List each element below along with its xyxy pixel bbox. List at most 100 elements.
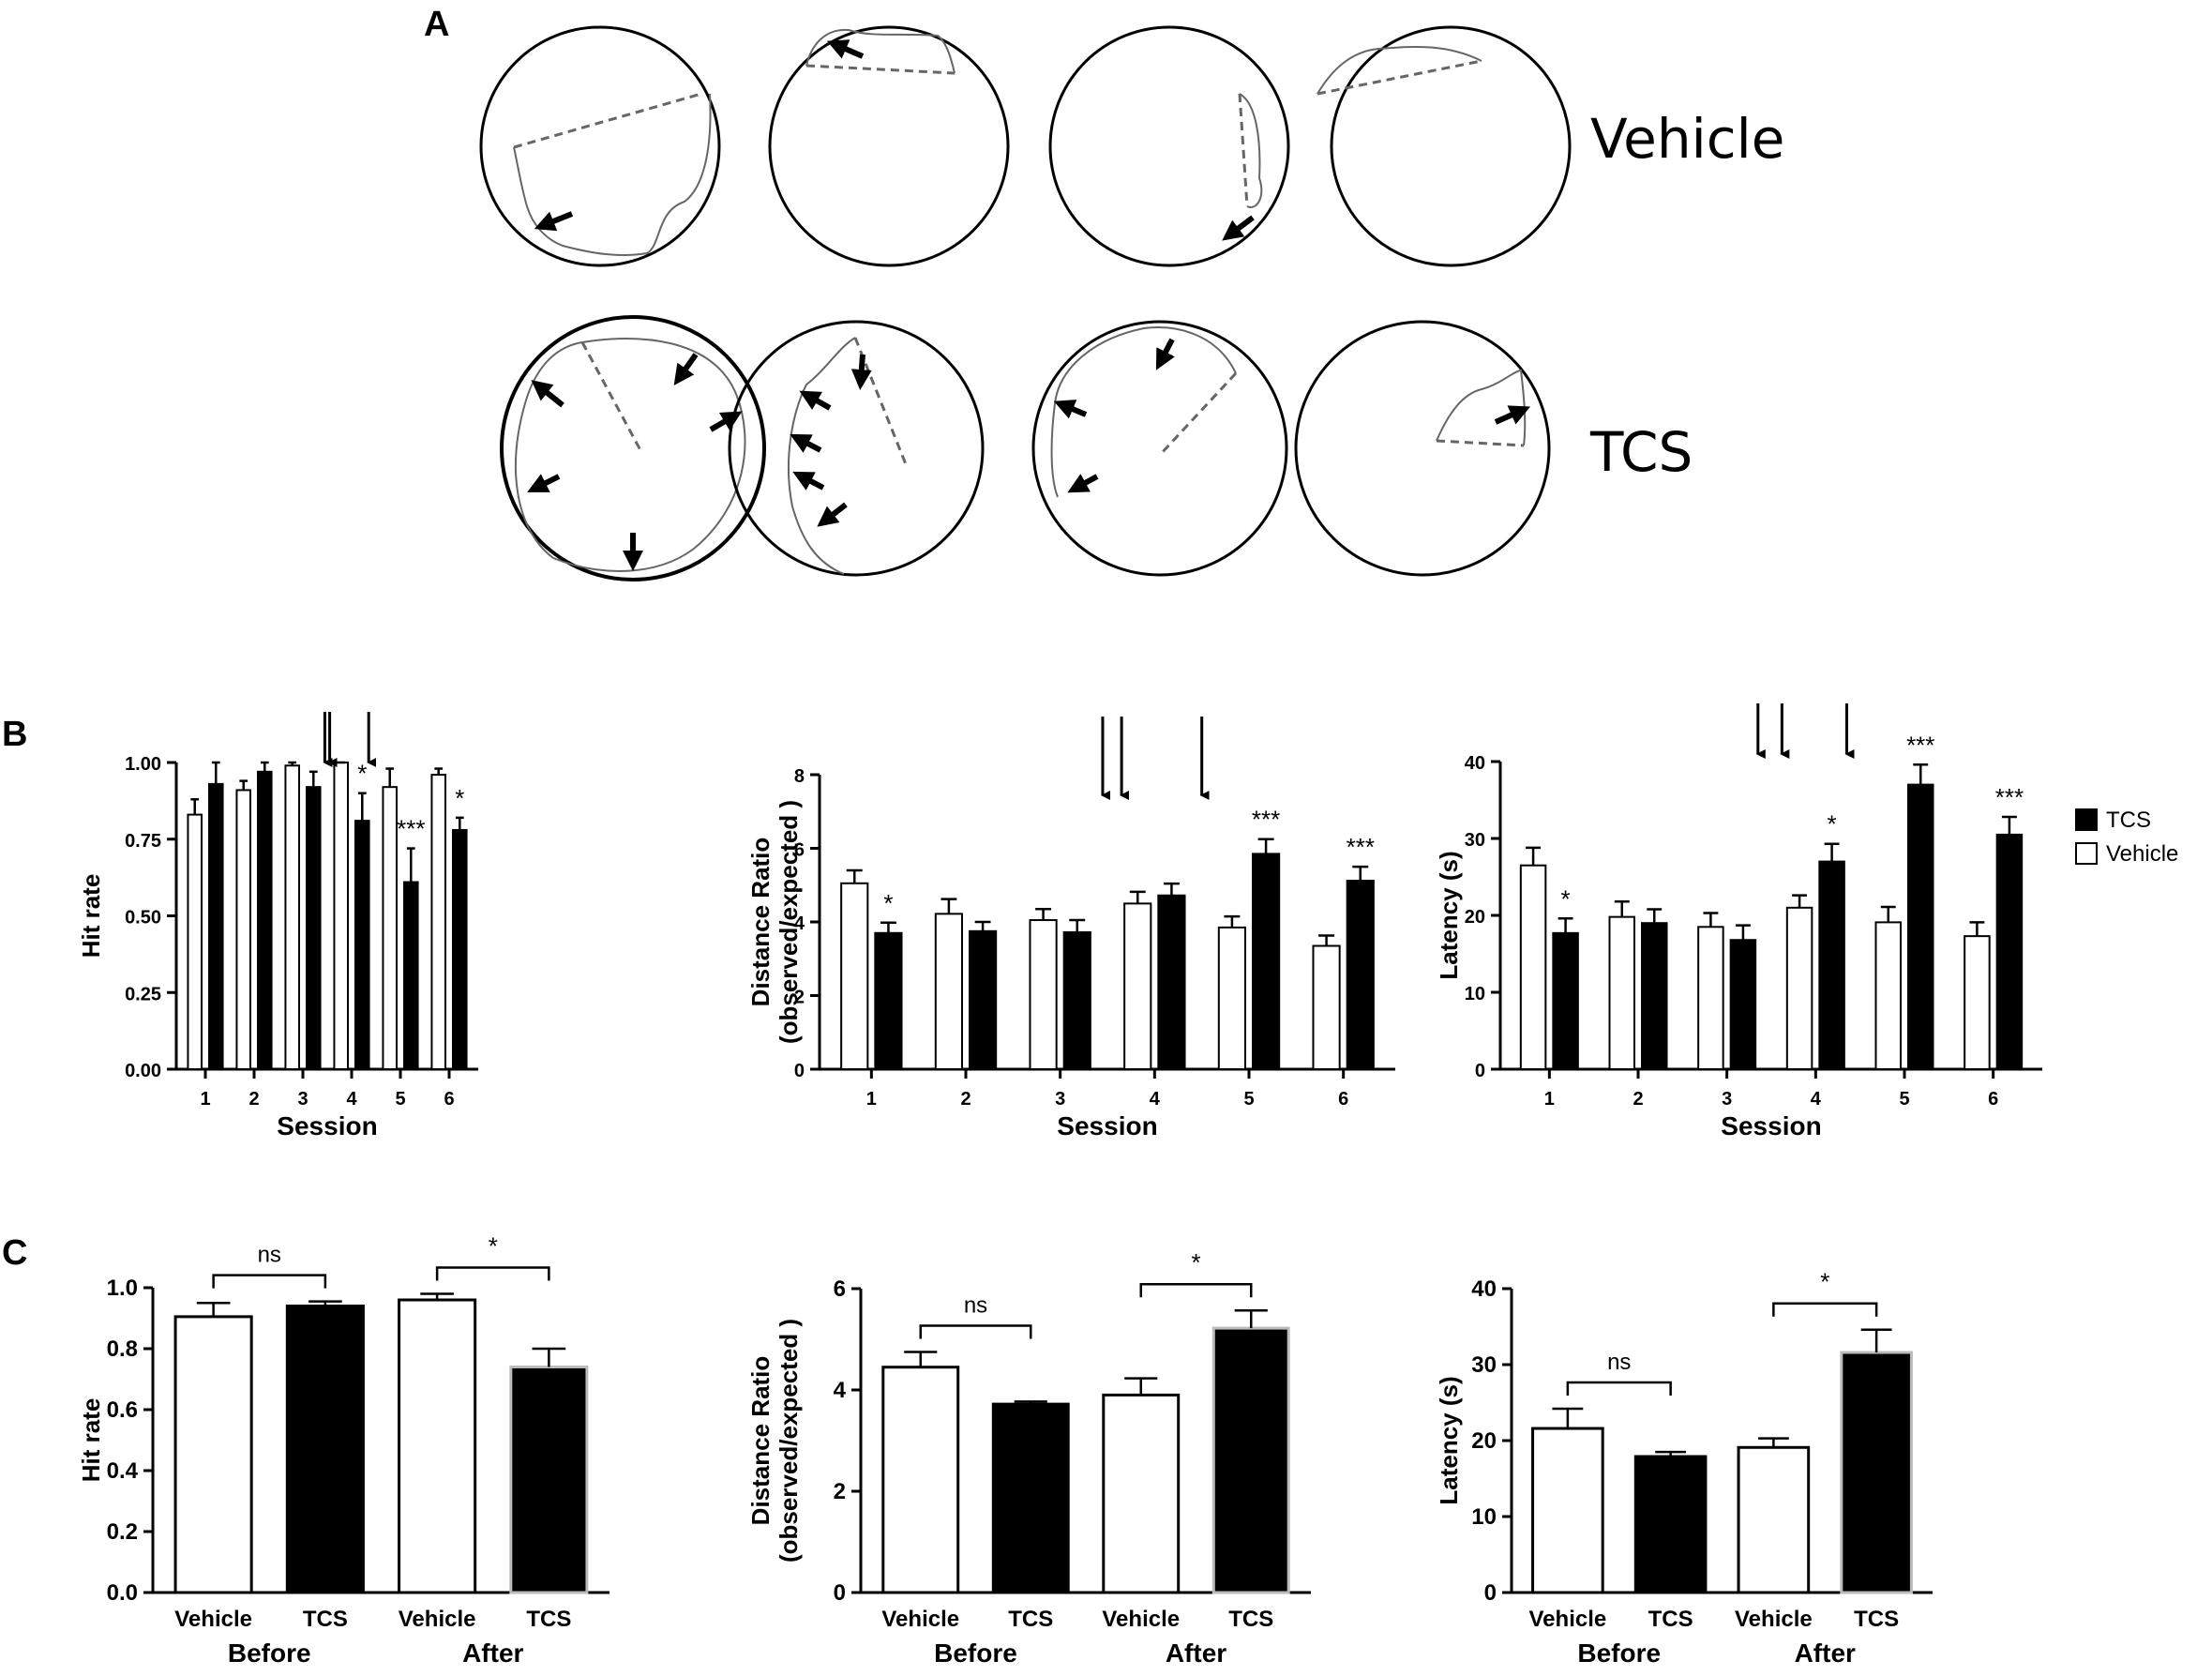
y-tick-label: 0 (1484, 1580, 1497, 1606)
y-tick-label: 1.0 (107, 1276, 138, 1301)
bar-vehicle (235, 789, 252, 1070)
bar-vehicle (398, 1298, 477, 1594)
trajectory-circle-icon (1317, 25, 1572, 267)
y-tick-label: 0.4 (107, 1458, 139, 1484)
bar-tcs (285, 1305, 365, 1594)
x-tick-label: 5 (395, 1089, 405, 1110)
panel-label-c: C (2, 1233, 27, 1273)
y-tick-label: 30 (1465, 830, 1485, 851)
significance-mark: *** (397, 815, 425, 843)
group-label: Before (228, 1638, 311, 1668)
y-tick-label: 2 (834, 1479, 846, 1504)
y-axis-label: Latency (s) (1435, 1376, 1463, 1504)
bar-tcs (1818, 860, 1845, 1070)
x-tick-label: 6 (1988, 1089, 1998, 1110)
bar-tcs (1995, 833, 2024, 1071)
bar-tcs (354, 820, 370, 1070)
y-tick-label: 20 (1471, 1428, 1497, 1454)
bar-tcs (509, 1366, 589, 1594)
y-axis-label: Distance Ratio (746, 838, 775, 1007)
trajectory-circle-icon (1031, 320, 1288, 577)
x-tick-label: TCS (1228, 1607, 1273, 1632)
bar-tcs (991, 1402, 1070, 1594)
x-tick-label: TCS (526, 1607, 571, 1632)
y-tick-label: 2 (794, 988, 805, 1008)
bar-tcs (257, 770, 273, 1070)
group-label: After (462, 1638, 523, 1668)
significance-bracket (212, 1274, 327, 1289)
bar-tcs (1633, 1455, 1708, 1594)
y-tick-label: 0.50 (125, 908, 161, 929)
bar-tcs (1062, 930, 1091, 1070)
significance-mark: * (1820, 1268, 1829, 1296)
chart-c3-latency: 0 10 20 30 40 Latency (s) Vehicle TCS Vehicle TCS… (1435, 1268, 1933, 1668)
bar-vehicle (1531, 1427, 1604, 1594)
y-axis-label-2: (observed/expected ) (775, 1319, 803, 1563)
x-tick-label: Vehicle (1529, 1607, 1607, 1632)
bar-tcs (1840, 1351, 1913, 1594)
group-label: After (1795, 1638, 1856, 1668)
x-tick-label: 3 (1055, 1089, 1065, 1110)
y-tick-label: 6 (834, 1276, 846, 1302)
y-tick-label: 0.0 (107, 1580, 138, 1606)
legend-swatch-tcs (2075, 808, 2098, 831)
x-tick-label: 4 (1811, 1089, 1822, 1110)
bar-vehicle (333, 762, 350, 1070)
y-tick-label: 0.6 (107, 1397, 138, 1423)
x-tick-label: TCS (303, 1607, 348, 1632)
y-tick-label: 10 (1465, 984, 1485, 1004)
y-tick-label: 0.2 (107, 1519, 138, 1545)
significance-mark: *** (1995, 783, 2024, 811)
legend-swatch-vehicle (2075, 842, 2098, 865)
bar-vehicle (1102, 1393, 1181, 1594)
significance-mark: ns (1607, 1350, 1631, 1375)
row-label-vehicle: Vehicle (1590, 107, 1784, 171)
y-tick-label: 40 (1465, 753, 1485, 774)
x-tick-label: 6 (444, 1089, 454, 1110)
legend: TCS Vehicle (2075, 808, 2178, 867)
y-axis-label: Distance Ratio (746, 1356, 775, 1526)
bar-vehicle (1697, 926, 1724, 1070)
significance-mark: *** (1347, 833, 1375, 861)
bar-tcs (969, 929, 998, 1070)
bar-tcs (1729, 939, 1757, 1070)
significance-bracket (1139, 1282, 1253, 1298)
bar-vehicle (1519, 864, 1547, 1071)
significance-mark: * (455, 784, 464, 812)
y-tick-label: 0.00 (125, 1061, 161, 1081)
y-tick-label: 0 (834, 1580, 846, 1606)
y-tick-label: 4 (834, 1378, 847, 1403)
bar-vehicle (284, 764, 301, 1071)
group-label: Before (1577, 1638, 1661, 1668)
x-tick-label: Vehicle (399, 1607, 476, 1632)
x-tick-label: TCS (1648, 1607, 1693, 1632)
row-label-tcs: TCS (1589, 420, 1693, 484)
x-tick-label: 1 (866, 1089, 877, 1110)
y-tick-label: 20 (1465, 907, 1485, 928)
y-tick-label: 8 (794, 766, 805, 787)
trajectory-circle-icon (1048, 25, 1290, 267)
bar-vehicle (1964, 935, 1991, 1071)
chart-b2-distance-ratio: 0 2 4 6 8 Distance Ratio (observed/expected ) 1… (746, 717, 1395, 1140)
bar-tcs (874, 931, 903, 1071)
x-tick-label: Vehicle (174, 1607, 252, 1632)
y-tick-label: 10 (1471, 1504, 1497, 1530)
x-tick-label: 6 (1338, 1089, 1348, 1110)
y-tick-label: 0.75 (125, 831, 161, 852)
significance-bracket (435, 1266, 550, 1281)
significance-mark: ns (258, 1243, 281, 1268)
legend-label-vehicle: Vehicle (2106, 841, 2178, 867)
bar-tcs (1552, 931, 1579, 1070)
x-tick-label: 1 (1544, 1089, 1555, 1110)
x-tick-label: Vehicle (1102, 1607, 1180, 1632)
y-tick-label: 0 (1475, 1061, 1485, 1081)
bar-tcs (452, 828, 468, 1070)
y-tick-label: 0.8 (107, 1336, 138, 1362)
significance-mark: *** (1906, 731, 1934, 759)
y-axis-label-2: (observed/expected ) (775, 800, 803, 1044)
x-tick-label: TCS (1008, 1607, 1053, 1632)
y-axis-label: Hit rate (77, 874, 105, 959)
y-tick-label: 6 (794, 840, 805, 861)
